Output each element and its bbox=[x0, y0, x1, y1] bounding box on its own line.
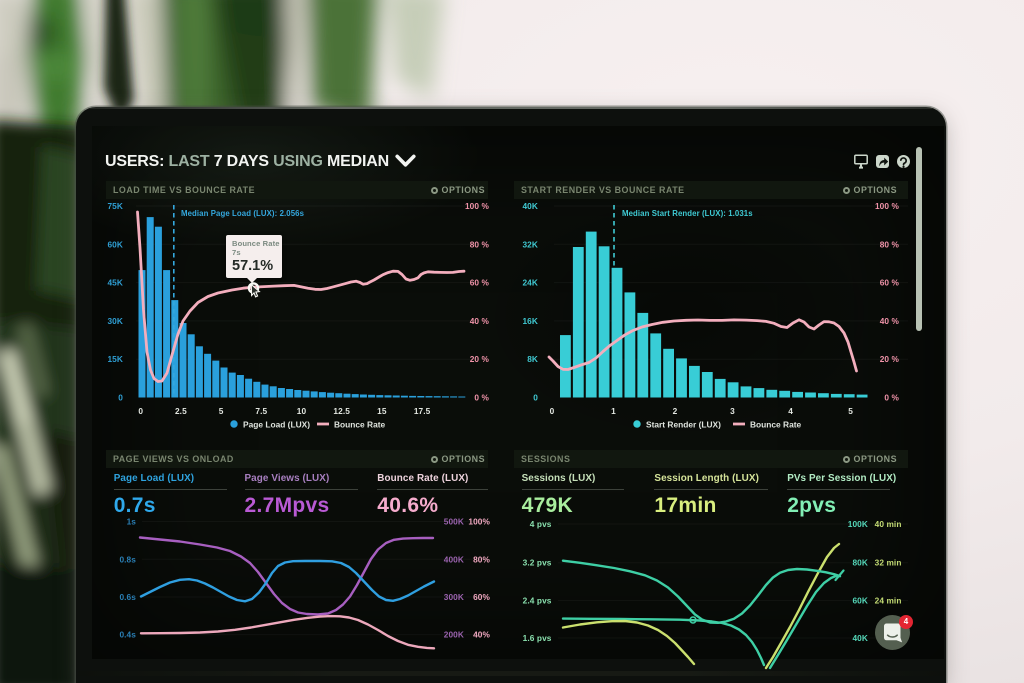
svg-text:0.4s: 0.4s bbox=[119, 630, 136, 640]
svg-text:45K: 45K bbox=[107, 278, 123, 288]
svg-text:0.6s: 0.6s bbox=[119, 592, 136, 602]
svg-text:40K: 40K bbox=[852, 633, 868, 643]
svg-text:0: 0 bbox=[118, 393, 123, 403]
svg-text:60K: 60K bbox=[107, 239, 123, 249]
svg-text:3.2 pvs: 3.2 pvs bbox=[523, 558, 552, 568]
svg-text:100%: 100% bbox=[468, 517, 490, 527]
svg-text:Median Page Load (LUX): 2.056s: Median Page Load (LUX): 2.056s bbox=[181, 209, 305, 218]
svg-text:3: 3 bbox=[730, 406, 735, 416]
svg-text:30K: 30K bbox=[107, 316, 123, 326]
svg-text:1: 1 bbox=[611, 406, 616, 416]
svg-text:Bounce Rate: Bounce Rate bbox=[334, 420, 386, 430]
svg-text:16K: 16K bbox=[522, 316, 538, 326]
svg-text:24K: 24K bbox=[522, 278, 538, 288]
svg-text:Median Start Render (LUX): 1.0: Median Start Render (LUX): 1.031s bbox=[622, 209, 753, 218]
svg-text:15: 15 bbox=[377, 406, 387, 416]
svg-text:5: 5 bbox=[219, 406, 224, 416]
svg-text:100 %: 100 % bbox=[465, 201, 490, 211]
svg-text:Page Load (LUX): Page Load (LUX) bbox=[243, 420, 310, 430]
svg-text:0: 0 bbox=[550, 406, 555, 416]
svg-text:24 min: 24 min bbox=[875, 596, 902, 606]
svg-text:1s: 1s bbox=[127, 517, 137, 527]
svg-text:0: 0 bbox=[138, 406, 143, 416]
svg-text:2.5: 2.5 bbox=[175, 406, 187, 416]
svg-text:5: 5 bbox=[848, 406, 853, 416]
svg-text:8K: 8K bbox=[527, 354, 538, 364]
svg-text:10: 10 bbox=[297, 406, 307, 416]
svg-text:80 %: 80 % bbox=[880, 239, 900, 249]
svg-text:20 %: 20 % bbox=[880, 354, 900, 364]
svg-text:400K: 400K bbox=[444, 554, 464, 564]
svg-text:80%: 80% bbox=[473, 554, 490, 564]
svg-text:Bounce Rate: Bounce Rate bbox=[750, 420, 802, 430]
svg-text:1.6 pvs: 1.6 pvs bbox=[523, 633, 552, 643]
svg-text:100 %: 100 % bbox=[875, 201, 900, 211]
svg-text:300K: 300K bbox=[444, 592, 464, 602]
svg-text:20 %: 20 % bbox=[470, 354, 490, 364]
svg-text:75K: 75K bbox=[107, 201, 123, 211]
svg-text:60K: 60K bbox=[852, 596, 868, 606]
svg-text:Start Render (LUX): Start Render (LUX) bbox=[646, 420, 721, 430]
svg-text:100K: 100K bbox=[848, 519, 868, 529]
svg-text:0: 0 bbox=[533, 393, 538, 403]
svg-text:12.5: 12.5 bbox=[333, 406, 350, 416]
svg-text:4: 4 bbox=[788, 406, 793, 416]
svg-text:40%: 40% bbox=[473, 630, 490, 640]
svg-text:7.5: 7.5 bbox=[255, 406, 267, 416]
svg-text:40K: 40K bbox=[522, 201, 538, 211]
svg-text:2: 2 bbox=[673, 406, 678, 416]
svg-text:32K: 32K bbox=[522, 239, 538, 249]
svg-text:40 %: 40 % bbox=[470, 316, 490, 326]
svg-text:200K: 200K bbox=[444, 630, 464, 640]
svg-text:0.8s: 0.8s bbox=[119, 554, 136, 564]
svg-text:2.4 pvs: 2.4 pvs bbox=[523, 596, 552, 606]
svg-text:60 %: 60 % bbox=[880, 278, 900, 288]
svg-text:15K: 15K bbox=[107, 354, 123, 364]
svg-text:4 pvs: 4 pvs bbox=[530, 519, 552, 529]
svg-text:80K: 80K bbox=[852, 558, 868, 568]
svg-text:60%: 60% bbox=[473, 592, 490, 602]
svg-text:40 %: 40 % bbox=[880, 316, 900, 326]
svg-text:32 min: 32 min bbox=[875, 558, 902, 568]
svg-text:60 %: 60 % bbox=[470, 278, 490, 288]
svg-text:80 %: 80 % bbox=[470, 239, 490, 249]
svg-text:500K: 500K bbox=[444, 517, 464, 527]
svg-text:17.5: 17.5 bbox=[414, 406, 431, 416]
svg-text:0 %: 0 % bbox=[474, 393, 489, 403]
svg-text:0 %: 0 % bbox=[884, 393, 899, 403]
svg-text:40 min: 40 min bbox=[875, 519, 902, 529]
